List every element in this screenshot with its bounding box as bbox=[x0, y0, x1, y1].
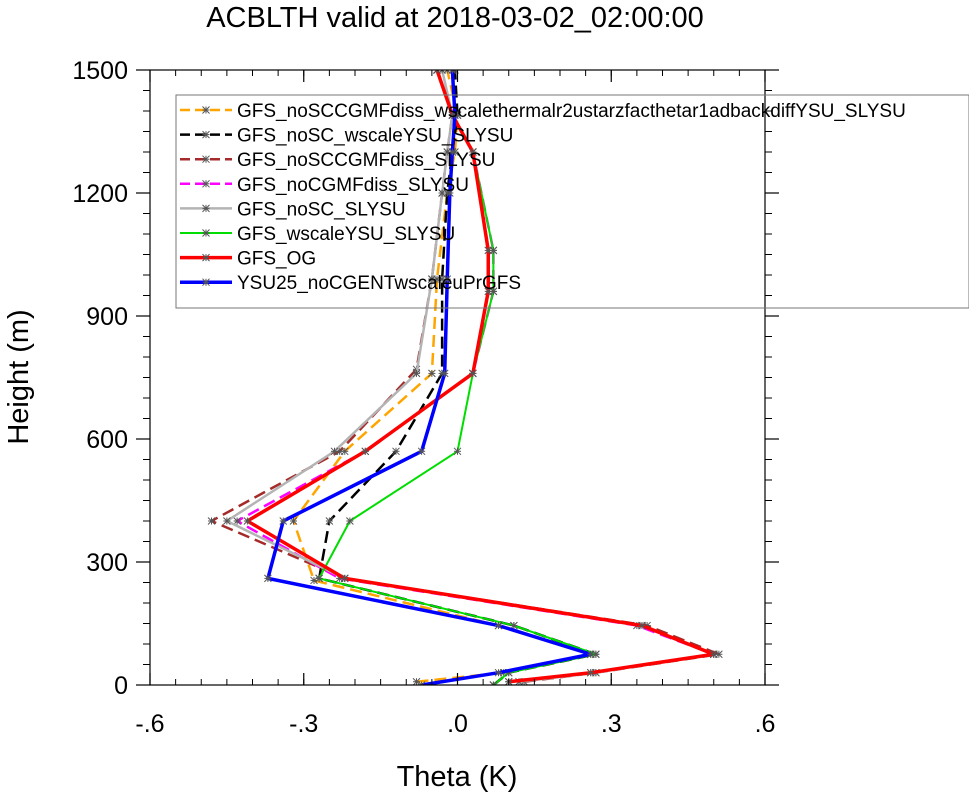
series-marker-7-8 bbox=[443, 275, 452, 283]
legend-label-6: GFS_OG bbox=[237, 249, 316, 270]
series-marker-6-8 bbox=[484, 287, 493, 296]
series-marker-2-5 bbox=[207, 517, 216, 525]
legend-marker-3 bbox=[202, 179, 210, 188]
x-tick-label-0: -.6 bbox=[135, 710, 164, 738]
series-marker-7-11 bbox=[451, 111, 459, 119]
series-marker-5-0 bbox=[489, 681, 498, 685]
series-marker-5-5 bbox=[346, 517, 354, 525]
series-marker-6-6 bbox=[361, 447, 370, 456]
legend-marker-1 bbox=[202, 130, 210, 139]
legend-marker-2 bbox=[202, 155, 210, 164]
series-marker-6-1 bbox=[586, 668, 595, 677]
y-tick-label-3: 900 bbox=[86, 303, 128, 331]
series-marker-4-5 bbox=[223, 517, 231, 525]
legend-marker-4 bbox=[202, 204, 210, 213]
plot-area bbox=[207, 70, 723, 685]
x-tick-label-1: -.3 bbox=[289, 710, 318, 738]
series-marker-5-4 bbox=[315, 574, 323, 583]
y-axis-label: Height (m) bbox=[3, 309, 35, 444]
series-marker-3-5 bbox=[233, 517, 241, 525]
series-marker-6-9 bbox=[484, 246, 493, 255]
legend-marker-6 bbox=[202, 253, 210, 262]
y-tick-label-0: 0 bbox=[114, 672, 128, 700]
legend-box bbox=[175, 94, 969, 309]
legend-label-7: YSU25_noCGENTwscaleuPrGFS bbox=[237, 273, 521, 294]
series-marker-6-4 bbox=[340, 574, 349, 583]
series-marker-7-2 bbox=[586, 650, 595, 659]
series-marker-7-9 bbox=[445, 189, 454, 197]
series-marker-4-6 bbox=[330, 447, 339, 456]
legend-label-4: GFS_noSC_SLYSU bbox=[237, 199, 406, 220]
legend-label-0: GFS_noSCCGMFdiss_wscalethermalr2ustarzfa… bbox=[237, 101, 906, 122]
legend-label-1: GFS_noSC_wscaleYSU_SLYSU bbox=[237, 126, 513, 147]
series-marker-7-10 bbox=[448, 148, 457, 156]
series-marker-0-7 bbox=[428, 369, 436, 378]
series-marker-6-2 bbox=[709, 650, 718, 659]
series-marker-7-7 bbox=[440, 369, 449, 378]
series-marker-7-1 bbox=[494, 668, 503, 677]
legend-label-5: GFS_wscaleYSU_SLYSU bbox=[237, 224, 455, 245]
series-marker-1-5 bbox=[325, 517, 334, 525]
series-marker-6-5 bbox=[243, 517, 252, 525]
series-marker-7-5 bbox=[279, 517, 288, 525]
legend-marker-5 bbox=[202, 229, 210, 237]
legend-label-2: GFS_noSCCGMFdiss_SLYSU bbox=[237, 150, 495, 171]
legend: GFS_noSCCGMFdiss_wscalethermalr2ustarzfa… bbox=[175, 94, 969, 309]
x-tick-label-2: .0 bbox=[447, 710, 468, 738]
x-axis-label: Theta (K) bbox=[397, 761, 518, 793]
series-marker-7-6 bbox=[417, 447, 426, 456]
series-marker-5-6 bbox=[453, 447, 462, 456]
y-tick-label-1: 300 bbox=[86, 549, 128, 577]
series-marker-6-3 bbox=[638, 621, 646, 630]
series-marker-1-6 bbox=[392, 447, 400, 456]
y-tick-label-2: 600 bbox=[86, 426, 128, 454]
series-marker-7-3 bbox=[494, 621, 503, 630]
series-marker-7-4 bbox=[264, 574, 272, 583]
series-marker-6-12 bbox=[433, 70, 441, 74]
axes: -.6 -.3 .0 .3 .6 0 300 600 900 1200 1500 bbox=[72, 57, 779, 738]
series-marker-4-8 bbox=[428, 275, 436, 283]
series-marker-7-0 bbox=[417, 681, 426, 685]
x-tick-label-4: .6 bbox=[755, 710, 776, 738]
series-marker-4-7 bbox=[412, 369, 421, 378]
legend-marker-7 bbox=[202, 278, 210, 287]
y-tick-label-5: 1500 bbox=[72, 57, 128, 85]
legend-label-3: GFS_noCGMFdiss_SLYSU bbox=[237, 175, 469, 196]
series-marker-4-9 bbox=[438, 189, 446, 197]
series-marker-7-12 bbox=[448, 70, 457, 74]
y-tick-label-4: 1200 bbox=[72, 180, 128, 208]
x-tick-label-3: .3 bbox=[601, 710, 622, 738]
legend-marker-0 bbox=[202, 106, 210, 114]
series-marker-6-7 bbox=[469, 369, 477, 378]
series-marker-6-10 bbox=[469, 148, 477, 156]
chart-title: ACBLTH valid at 2018-03-02_02:00:00 bbox=[206, 2, 704, 34]
